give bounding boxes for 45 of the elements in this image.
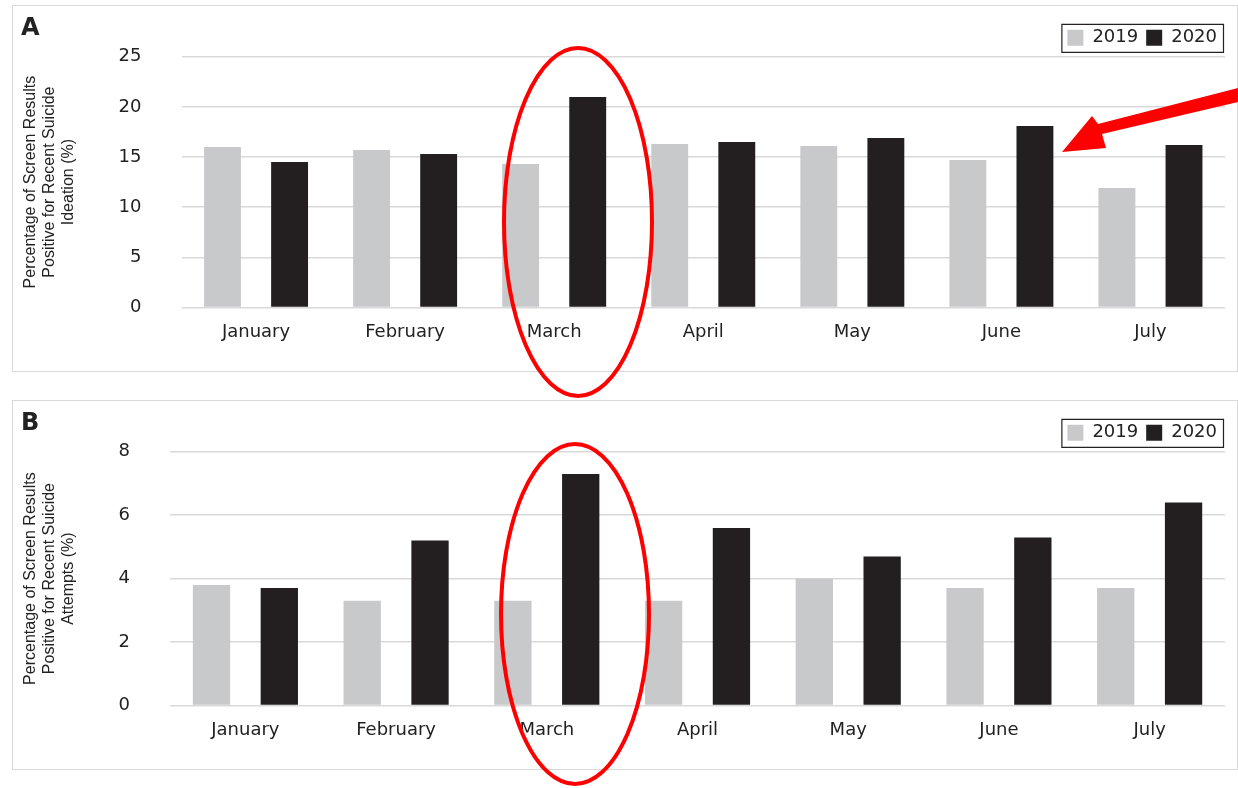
x-tick-label: February xyxy=(365,319,446,341)
bar xyxy=(1164,502,1203,705)
bar xyxy=(644,600,683,705)
bar xyxy=(712,527,751,705)
x-tick-label: January xyxy=(220,319,291,341)
bar xyxy=(562,473,600,705)
bar xyxy=(260,588,298,705)
x-tick-label: July xyxy=(1133,319,1167,341)
bar xyxy=(1014,537,1052,705)
bar xyxy=(863,556,901,705)
y-tick-label: 0 xyxy=(130,295,142,317)
legend-label: 2019 xyxy=(1092,420,1139,442)
y-tick-label: 20 xyxy=(118,94,142,116)
chart-title: B xyxy=(21,407,40,436)
x-tick-label: June xyxy=(978,717,1019,739)
bar xyxy=(1097,588,1135,705)
x-tick-label: May xyxy=(829,717,868,739)
y-tick-label: 15 xyxy=(118,144,142,166)
y-tick-label: 2 xyxy=(118,629,131,651)
legend-label: 2020 xyxy=(1171,25,1217,47)
legend-label: 2019 xyxy=(1092,25,1139,47)
bar xyxy=(411,540,449,705)
x-tick-label: January xyxy=(210,717,280,739)
y-tick-label: 5 xyxy=(130,244,142,266)
x-tick-label: April xyxy=(676,717,719,739)
y-axis-title: Percentage of Screen Results Positive for Recent Suicide Attempts (%) xyxy=(21,472,77,685)
y-tick-label: 8 xyxy=(118,439,131,461)
bar xyxy=(343,600,381,705)
y-tick-label: 0 xyxy=(118,693,131,715)
bar xyxy=(795,578,833,705)
chart-title: A xyxy=(21,12,40,41)
legend-label: 2020 xyxy=(1171,420,1217,442)
y-tick-label: 10 xyxy=(118,194,142,216)
y-tick-label: 25 xyxy=(118,44,142,66)
x-tick-label: June xyxy=(980,319,1021,341)
x-tick-label: July xyxy=(1132,717,1167,739)
x-tick-label: April xyxy=(682,319,724,341)
x-tick-label: February xyxy=(356,717,437,739)
bar xyxy=(946,588,984,705)
y-axis-title: Percentage of Screen Results Positive for Recent Suicide Ideation (%) xyxy=(21,75,77,289)
y-tick-label: 4 xyxy=(118,566,131,588)
y-tick-label: 6 xyxy=(118,502,131,524)
x-tick-label: March xyxy=(526,319,582,341)
bar xyxy=(192,584,231,705)
x-tick-label: May xyxy=(833,319,872,341)
